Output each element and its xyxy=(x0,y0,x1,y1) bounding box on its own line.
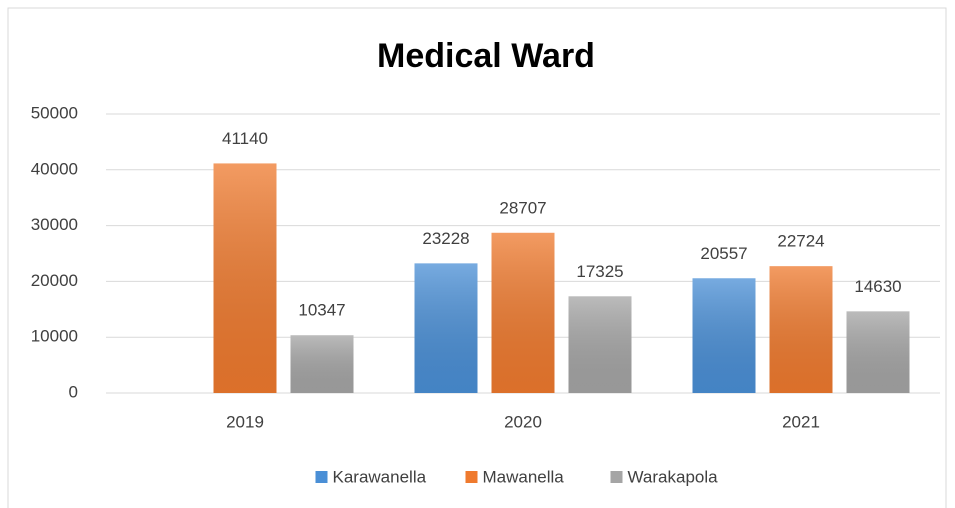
bar xyxy=(213,163,277,393)
y-tick-label: 50000 xyxy=(31,103,78,122)
legend-swatch xyxy=(315,471,328,483)
bar xyxy=(846,311,910,393)
data-label: 10347 xyxy=(298,301,345,320)
y-tick-label: 10000 xyxy=(31,327,78,346)
data-label: 41140 xyxy=(222,129,268,148)
x-tick-label: 2020 xyxy=(504,412,542,431)
data-label: 20557 xyxy=(700,244,747,263)
data-label: 22724 xyxy=(777,232,824,251)
x-tick-label: 2021 xyxy=(782,412,820,431)
chart-frame xyxy=(7,7,947,508)
bar xyxy=(491,232,555,393)
data-label: 28707 xyxy=(499,198,546,217)
y-tick-label: 20000 xyxy=(31,271,78,290)
data-label: 14630 xyxy=(854,277,901,296)
bar xyxy=(692,278,756,393)
y-tick-label: 0 xyxy=(69,382,78,401)
chart-title: Medical Ward xyxy=(377,37,595,75)
legend-swatch xyxy=(465,471,478,483)
legend-label: Karawanella xyxy=(333,467,427,486)
bar xyxy=(290,335,354,393)
legend-label: Mawanella xyxy=(483,467,565,486)
bar xyxy=(769,266,833,393)
legend-swatch xyxy=(610,471,623,483)
y-tick-label: 30000 xyxy=(31,215,78,234)
y-tick-label: 40000 xyxy=(31,159,78,178)
data-label: 23228 xyxy=(422,229,469,248)
data-label: 17325 xyxy=(576,262,623,281)
x-tick-label: 2019 xyxy=(226,412,264,431)
bar xyxy=(414,263,478,393)
legend-label: Warakapola xyxy=(628,467,719,486)
bar xyxy=(568,296,632,393)
